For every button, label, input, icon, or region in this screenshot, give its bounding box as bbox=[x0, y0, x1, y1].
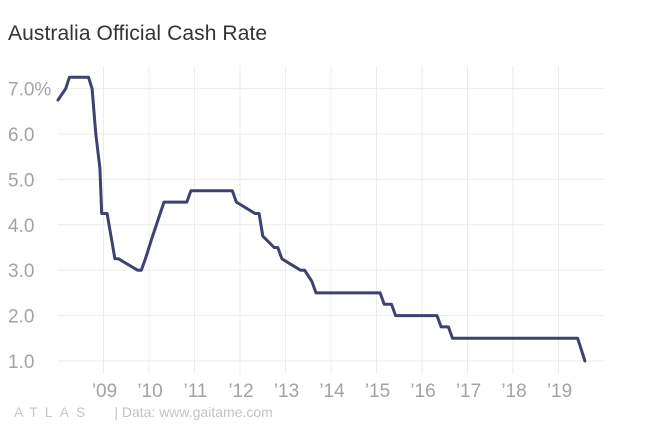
x-tick-label: ’14 bbox=[319, 381, 345, 402]
x-axis-labels: ’09 ’10 ’11 ’12 ’13 ’14 ’15 ’16 ’17 ’18 ’19 bbox=[92, 381, 572, 402]
y-tick-label: 3.0 bbox=[8, 261, 34, 282]
x-tick-label: ’19 bbox=[547, 381, 572, 402]
x-tick-label: ’16 bbox=[410, 381, 435, 402]
source-credit: | Data: www.gaitame.com bbox=[114, 404, 273, 420]
chart-title: Australia Official Cash Rate bbox=[8, 22, 268, 45]
y-tick-label: 4.0 bbox=[8, 216, 34, 237]
series-line bbox=[56, 75, 587, 363]
x-tick-label: ’10 bbox=[137, 381, 162, 402]
y-tick-label: 1.0 bbox=[8, 352, 34, 373]
grid bbox=[58, 66, 604, 374]
y-tick-label: 7.0% bbox=[8, 80, 51, 101]
x-tick-label: ’09 bbox=[92, 381, 117, 402]
y-axis-labels: 7.0% 6.0 5.0 4.0 3.0 2.0 1.0 bbox=[8, 80, 51, 373]
series-group bbox=[56, 75, 587, 363]
x-tick-label: ’12 bbox=[228, 381, 253, 402]
x-tick-label: ’17 bbox=[456, 381, 481, 402]
atlas-logo: ATLAS bbox=[14, 404, 93, 420]
x-tick-label: ’15 bbox=[365, 381, 390, 402]
y-tick-label: 2.0 bbox=[8, 307, 34, 328]
y-tick-label: 5.0 bbox=[8, 170, 34, 191]
x-tick-label: ’13 bbox=[274, 381, 299, 402]
x-tick-label: ’18 bbox=[501, 381, 526, 402]
y-tick-label: 6.0 bbox=[8, 125, 34, 146]
footer: ATLAS | Data: www.gaitame.com bbox=[14, 404, 273, 420]
x-tick-label: ’11 bbox=[184, 381, 208, 402]
